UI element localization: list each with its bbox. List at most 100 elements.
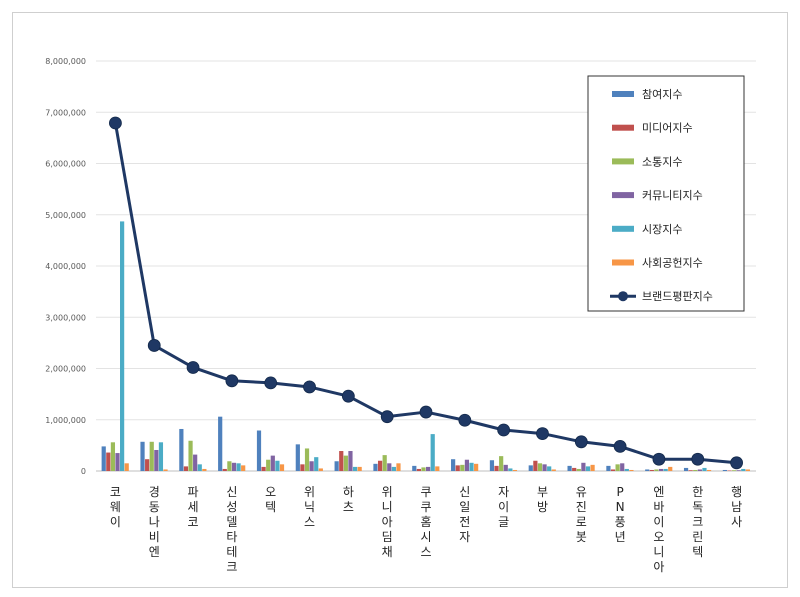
bar-2-17: [727, 470, 732, 471]
bar-4-4: [231, 462, 237, 471]
y-tick-label: 3,000,000: [45, 313, 86, 322]
bar-1-13: [567, 465, 572, 471]
bar-3-12: [537, 463, 543, 471]
bar-2-10: [455, 465, 460, 471]
bar-1-10: [451, 459, 456, 471]
bar-2-9: [416, 468, 421, 471]
bar-4-14: [620, 463, 625, 471]
bar-5-17: [741, 468, 746, 471]
line-point-9: [419, 405, 433, 419]
bar-6-16: [706, 469, 712, 471]
bar-3-7: [343, 455, 348, 471]
line-point-8: [380, 410, 394, 424]
bar-1-9: [412, 465, 417, 471]
line-point-3: [186, 361, 200, 374]
bar-1-2: [140, 441, 145, 471]
bar-2-3: [183, 466, 189, 471]
bar-5-15: [663, 468, 668, 471]
legend-label: 참여지수: [642, 88, 682, 101]
line-point-7: [341, 389, 355, 403]
bar-6-1: [124, 463, 129, 471]
bar-4-3: [193, 454, 198, 471]
bar-2-15: [649, 469, 654, 471]
bar-6-4: [241, 465, 246, 471]
bar-2-7: [339, 451, 344, 471]
line-point-13: [574, 435, 588, 449]
legend-label: 미디어지수: [642, 122, 693, 135]
bar-1-15: [645, 469, 650, 471]
bar-2-2: [145, 459, 150, 471]
bar-1-17: [722, 469, 727, 471]
bar-1-12: [528, 465, 533, 471]
bar-6-5: [279, 464, 285, 471]
bar-3-3: [188, 440, 193, 471]
bar-2-11: [494, 465, 499, 471]
bar-3-11: [499, 456, 504, 471]
legend-marker: [618, 291, 628, 302]
bar-6-17: [745, 469, 750, 471]
bar-2-16: [688, 470, 693, 471]
legend-label: 소통지수: [642, 155, 682, 168]
bar-5-7: [352, 466, 358, 471]
bar-5-16: [702, 467, 707, 471]
y-tick-label: 0: [81, 467, 86, 476]
bar-5-13: [585, 466, 591, 471]
bar-1-16: [683, 467, 689, 471]
bar-3-5: [266, 459, 271, 471]
y-tick-label: 1,000,000: [45, 416, 86, 425]
bar-2-5: [261, 466, 266, 471]
legend-box: [587, 75, 745, 312]
bar-3-2: [149, 441, 154, 471]
bar-5-12: [547, 466, 552, 471]
y-tick-label: 7,000,000: [45, 108, 86, 117]
line-point-6: [303, 380, 316, 394]
bar-2-8: [377, 460, 383, 471]
bar-4-7: [348, 451, 353, 471]
bar-4-11: [503, 464, 508, 471]
legend-label: 시장지수: [642, 223, 682, 236]
bar-2-6: [300, 464, 305, 471]
bar-5-6: [314, 457, 319, 471]
bar-5-11: [508, 468, 513, 471]
y-axis: 0 1,000,000 2,000,000 3,000,000 4,000,000 5,0…: [45, 57, 86, 476]
bar-4-1: [115, 453, 120, 471]
bar-4-16: [697, 469, 702, 471]
bar-4-15: [658, 468, 664, 471]
bar-5-3: [197, 464, 202, 471]
bar-2-12: [533, 460, 538, 471]
y-tick-label: 2,000,000: [45, 365, 86, 374]
bar-2-13: [572, 467, 577, 471]
line-point-2: [147, 339, 161, 352]
line-point-1: [109, 116, 122, 130]
bar-3-4: [227, 461, 232, 471]
bar-4-10: [464, 459, 470, 471]
bar-3-1: [110, 442, 116, 471]
bar-6-9: [435, 466, 440, 471]
bar-4-13: [581, 462, 586, 471]
bar-6-2: [163, 469, 168, 471]
legend-label: 커뮤니티지수: [642, 189, 703, 202]
bar-4-17: [736, 470, 741, 471]
x-axis: 코 웨 이 경 동 나 비 엔 파 세 코 신 성 델 타 테 크 오 텍 위 닉 스 하 츠 위 니 아 딤 채 쿠 쿠 홈 시 스 신 일 전 자 자 이…: [110, 484, 742, 574]
bar-3-13: [576, 468, 581, 471]
y-tick-label: 8,000,000: [45, 57, 86, 66]
bar-3-15: [654, 469, 659, 471]
bar-5-9: [430, 434, 435, 471]
line-point-4: [225, 374, 239, 388]
bar-6-12: [551, 469, 556, 471]
bar-6-6: [318, 468, 323, 471]
bar-3-8: [382, 455, 387, 471]
bar-6-10: [474, 463, 479, 471]
line-point-15: [652, 452, 666, 466]
